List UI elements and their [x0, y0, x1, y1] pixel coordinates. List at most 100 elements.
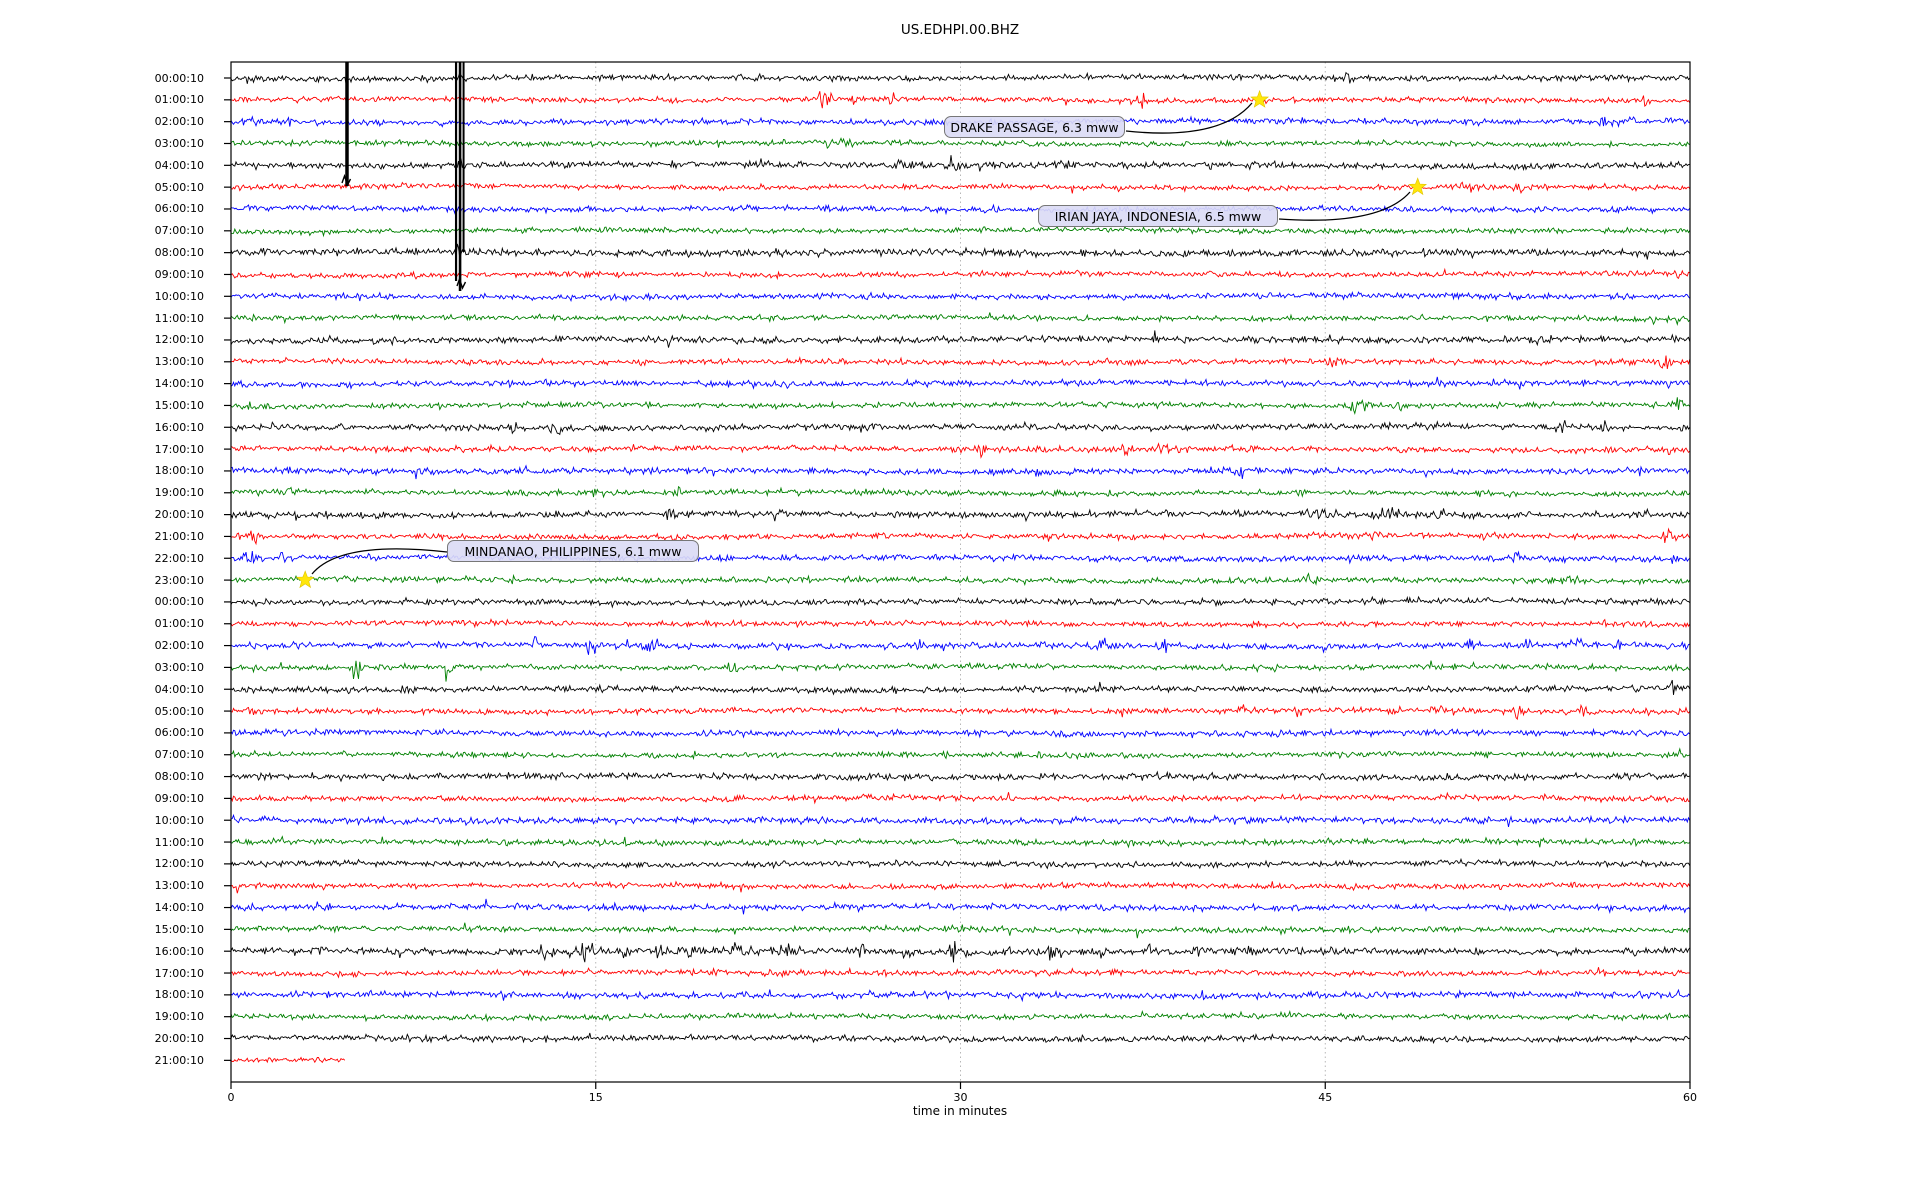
trace-row-29-05:00:10 [230, 703, 1691, 721]
x-tick-label: 0 [227, 1091, 235, 1104]
trace-row-30-06:00:10 [230, 727, 1691, 739]
y-tick-label: 11:00:10 [154, 311, 204, 325]
y-tick-label: 02:00:10 [154, 115, 204, 129]
trace-row-31-07:00:10 [230, 747, 1690, 761]
y-tick-label: 20:00:10 [154, 1032, 204, 1046]
trace-row-8-08:00:10 [230, 243, 1691, 260]
trace-row-16-16:00:10 [230, 420, 1691, 436]
trace-row-36-12:00:10 [230, 857, 1691, 870]
event-star-mindanao [295, 570, 315, 589]
y-tick-label: 02:00:10 [154, 639, 204, 653]
y-tick-label: 03:00:10 [154, 660, 204, 674]
y-tick-label: 23:00:10 [154, 573, 204, 587]
trace-row-32-08:00:10 [230, 770, 1690, 783]
y-tick-label: 00:00:10 [154, 595, 204, 609]
annotation-arrow-drake-passage [1125, 102, 1253, 134]
y-tick-label: 08:00:10 [154, 246, 204, 260]
y-tick-label: 21:00:10 [154, 1053, 204, 1067]
y-tick-label: 10:00:10 [154, 813, 204, 827]
trace-row-33-09:00:10 [230, 791, 1690, 805]
y-tick-label: 13:00:10 [154, 355, 204, 369]
y-tick-label: 16:00:10 [154, 420, 204, 434]
trace-row-28-04:00:10 [230, 679, 1691, 696]
trace-row-13-13:00:10 [230, 355, 1691, 369]
trace-row-17-17:00:10 [230, 442, 1691, 459]
y-tick-label: 12:00:10 [154, 333, 204, 347]
y-tick-label: 09:00:10 [154, 791, 204, 805]
y-tick-label: 13:00:10 [154, 879, 204, 893]
trace-row-40-16:00:10 [230, 940, 1691, 963]
trace-row-27-03:00:10 [230, 660, 1691, 682]
overflow-spikes [341, 62, 467, 291]
grid-lines [595, 62, 1326, 1082]
trace-row-45-21:00:10 [230, 1056, 346, 1064]
trace-row-23-23:00:10 [230, 572, 1691, 586]
y-tick-label: 11:00:10 [154, 835, 204, 849]
overflow-spike-hook [341, 173, 352, 187]
event-annotation-drake-passage: DRAKE PASSAGE, 6.3 mww [944, 116, 1125, 138]
y-tick-label: 14:00:10 [154, 901, 204, 915]
y-tick-label: 22:00:10 [154, 551, 204, 565]
trace-row-25-01:00:10 [230, 618, 1691, 630]
trace-row-21-21:00:10 [230, 527, 1691, 546]
y-tick-label: 20:00:10 [154, 508, 204, 522]
x-tick-label: 15 [588, 1091, 603, 1104]
y-tick-label: 03:00:10 [154, 136, 204, 150]
trace-row-9-09:00:10 [230, 267, 1690, 281]
trace-row-3-03:00:10 [230, 137, 1691, 149]
y-tick-label: 04:00:10 [154, 682, 204, 696]
y-tick-label: 17:00:10 [154, 966, 204, 980]
trace-row-0-00:00:10 [230, 71, 1691, 86]
trace-row-35-11:00:10 [230, 835, 1690, 849]
event-star-markers [295, 89, 1428, 589]
y-tick-label: 06:00:10 [154, 726, 204, 740]
y-tick-label: 05:00:10 [154, 704, 204, 718]
y-tick-label: 18:00:10 [154, 988, 204, 1002]
y-tick-label: 01:00:10 [154, 617, 204, 631]
y-tick-label: 14:00:10 [154, 377, 204, 391]
overflow-spike-hook [456, 276, 467, 290]
event-star-drake-passage [1250, 89, 1270, 108]
trace-row-19-19:00:10 [230, 485, 1691, 499]
y-tick-label: 15:00:10 [154, 398, 204, 412]
trace-row-15-15:00:10 [230, 397, 1691, 415]
trace-row-43-19:00:10 [230, 1009, 1691, 1023]
trace-row-34-10:00:10 [230, 813, 1691, 827]
trace-row-1-01:00:10 [230, 91, 1691, 109]
trace-row-26-02:00:10 [230, 635, 1690, 655]
trace-row-14-14:00:10 [230, 376, 1691, 390]
y-tick-label: 04:00:10 [154, 158, 204, 172]
y-tick-label: 17:00:10 [154, 442, 204, 456]
y-tick-label: 15:00:10 [154, 922, 204, 936]
y-tick-label: 12:00:10 [154, 857, 204, 871]
y-tick-label: 18:00:10 [154, 464, 204, 478]
x-tick-label: 30 [953, 1091, 968, 1104]
y-tick-label: 00:00:10 [154, 71, 204, 85]
trace-row-5-05:00:10 [230, 181, 1691, 195]
trace-row-42-18:00:10 [230, 988, 1691, 1003]
annotation-arrow-irian-jaya [1278, 191, 1411, 221]
trace-row-10-10:00:10 [230, 290, 1691, 303]
annotation-arrow-mindanao [311, 548, 448, 575]
y-tick-label: 19:00:10 [154, 486, 204, 500]
trace-row-37-13:00:10 [230, 880, 1691, 894]
event-annotation-mindanao: MINDANAO, PHILIPPINES, 6.1 mww [447, 540, 699, 562]
x-axis-title: time in minutes [912, 1104, 1008, 1118]
y-tick-label: 08:00:10 [154, 770, 204, 784]
trace-row-39-15:00:10 [230, 922, 1690, 939]
x-tick-label: 45 [1318, 1091, 1333, 1104]
trace-row-11-11:00:10 [230, 312, 1691, 326]
x-tick-label: 60 [1683, 1091, 1697, 1104]
y-tick-label: 21:00:10 [154, 529, 204, 543]
trace-row-4-04:00:10 [230, 155, 1690, 172]
event-annotation-irian-jaya: IRIAN JAYA, INDONESIA, 6.5 mww [1038, 205, 1278, 227]
event-annotation-arrows [311, 102, 1411, 575]
trace-row-6-06:00:10 [230, 203, 1691, 217]
y-tick-label: 16:00:10 [154, 944, 204, 958]
trace-row-18-18:00:10 [230, 464, 1690, 480]
y-tick-label: 06:00:10 [154, 202, 204, 216]
trace-row-38-14:00:10 [230, 898, 1691, 915]
event-star-irian-jaya [1408, 177, 1428, 196]
